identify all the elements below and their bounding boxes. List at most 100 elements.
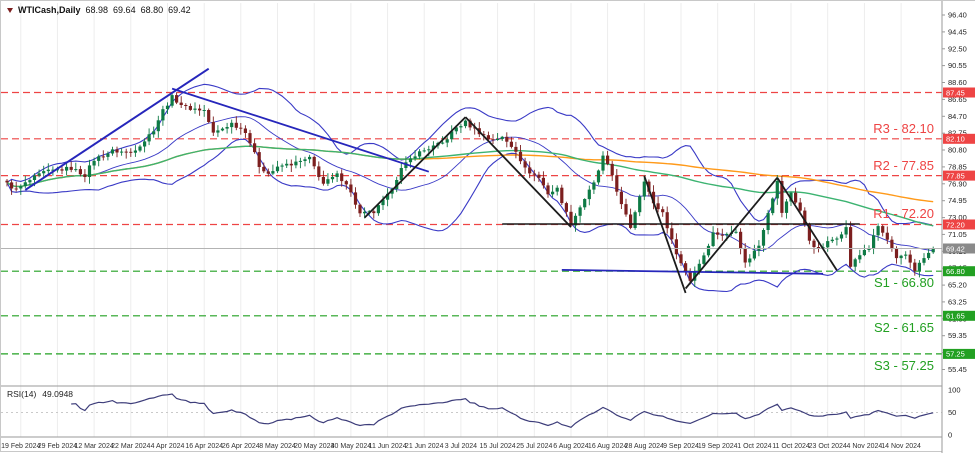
trendline-blue-ascending [24, 67, 210, 191]
time-axis-label: 8 May 2024 [259, 443, 296, 450]
price-axis-label: 86.65 [948, 95, 967, 104]
svg-text:82.10: 82.10 [946, 135, 965, 144]
price-axis-label: 55.45 [948, 365, 967, 374]
time-axis-label: 11 Jun 2024 [369, 443, 407, 450]
price-axis-label: 92.50 [948, 44, 967, 53]
bollinger-bands [6, 83, 934, 293]
trendline-black-up-1 [363, 116, 467, 219]
time-axis-label: 3 Jul 2024 [445, 443, 477, 450]
quote-open: 68.98 [85, 5, 109, 15]
time-axis-label: 25 Jul 2024 [516, 443, 552, 450]
time-axis-label: 19 Sep 2024 [698, 443, 738, 450]
time-axis-label: 4 Nov 2024 [846, 443, 882, 450]
time-axis-label: 22 Mar 2024 [111, 443, 150, 450]
rsi-indicator-label: RSI(14) 49.0948 [7, 389, 73, 399]
svg-text:87.45: 87.45 [946, 88, 965, 97]
price-axis-label: 63.25 [948, 297, 967, 306]
time-axis-label: 19 Feb 2024 [1, 443, 40, 450]
time-axis-label: 12 Mar 2024 [74, 443, 113, 450]
svg-text:57.25: 57.25 [946, 350, 965, 359]
time-axis-label: 1 Oct 2024 [737, 443, 771, 450]
time-axis-label: 30 May 2024 [331, 443, 372, 450]
price-axis-label: 88.60 [948, 78, 967, 87]
price-badge-R1 [943, 219, 975, 230]
rsi-axis-label: 50 [948, 408, 956, 417]
trendline-blue-horizontal [561, 269, 824, 275]
price-badge-R3 [943, 133, 975, 144]
grid-lines [20, 3, 902, 437]
time-axis-label: 26 Apr 2024 [222, 443, 260, 450]
price-axis-label: 90.55 [948, 61, 967, 70]
support-resistance-lines [1, 91, 942, 355]
price-axis-label: 82.75 [948, 129, 967, 138]
time-axis-label: 4 Apr 2024 [151, 443, 185, 450]
time-axis-label: 6 Aug 2024 [553, 443, 589, 450]
quote-close: 69.42 [168, 5, 191, 15]
price-axis-label: 71.05 [948, 230, 967, 239]
ma-green [6, 145, 934, 227]
price-axis-label: 96.40 [948, 11, 967, 20]
pane-separators [1, 385, 975, 438]
rsi-pane [1, 393, 942, 428]
trendline-black-down-1 [464, 116, 572, 228]
rsi-axis-label: 100 [948, 386, 961, 395]
price-axis-label: 80.80 [948, 146, 967, 155]
price-badge-R2 [943, 170, 975, 181]
level-label-S2: S2 - 61.65 [874, 320, 934, 335]
price-badge-current [943, 243, 975, 254]
svg-text:69.42: 69.42 [946, 244, 965, 253]
price-badge-S2 [943, 310, 975, 321]
price-badge-S3 [943, 348, 975, 359]
price-axis-label: 74.95 [948, 196, 967, 205]
symbol-timeframe-label: WTICash,Daily [18, 5, 81, 15]
time-axis-label: 14 Nov 2024 [881, 443, 921, 450]
candlesticks [5, 92, 935, 287]
time-axis-label: 23 Oct 2024 [809, 443, 847, 450]
time-axis-label: 9 Sep 2024 [663, 443, 699, 450]
quote-high: 69.64 [113, 5, 136, 15]
time-axis-label: 29 Feb 2024 [38, 443, 77, 450]
rsi-value: 49.0948 [42, 389, 74, 399]
price-axis-label: 73.00 [948, 213, 967, 222]
bollinger-lower [6, 138, 934, 293]
svg-text:61.65: 61.65 [946, 312, 965, 321]
price-axis-label: 78.85 [948, 162, 967, 171]
level-label-R3: R3 - 82.10 [873, 121, 934, 136]
time-axis-label: 21 Jun 2024 [405, 443, 444, 450]
level-label-R2: R2 - 77.85 [873, 158, 934, 173]
quote-bar: WTICash,Daily 68.98 69.64 68.80 69.42 [7, 5, 191, 15]
trendlines [24, 67, 860, 294]
trendline-black-up-2 [684, 177, 778, 290]
price-axis-label: 94.45 [948, 27, 967, 36]
rsi-name: RSI(14) [7, 389, 37, 399]
price-badge-S1 [943, 266, 975, 277]
rsi-line [71, 393, 934, 428]
price-axis-label: 65.20 [948, 281, 967, 290]
price-axis-label: 59.35 [948, 331, 967, 340]
level-label-R1: R1 - 72.20 [873, 206, 934, 221]
quote-low: 68.80 [140, 5, 164, 15]
time-axis-label: 20 May 2024 [294, 443, 335, 450]
price-axis-label: 76.90 [948, 179, 967, 188]
price-badges: 87.45 82.10 77.85 72.20 66.80 61.65 57.25 69.42 [943, 87, 975, 359]
level-label-S3: S3 - 57.25 [874, 358, 934, 373]
time-axis-label: 28 Aug 2024 [625, 443, 664, 450]
svg-text:77.85: 77.85 [946, 171, 965, 180]
moving-averages [6, 145, 934, 227]
trendline-black-down-steep [643, 175, 687, 294]
trendline-blue-descending [171, 87, 430, 173]
time-axis-label: 15 Jul 2024 [479, 443, 515, 450]
time-axis-label: 16 Aug 2024 [588, 443, 627, 450]
price-axis-label: 84.70 [948, 112, 967, 121]
svg-text:66.80: 66.80 [946, 267, 965, 276]
time-axis-label: 16 Apr 2024 [185, 443, 223, 450]
time-axis-label: 11 Oct 2024 [772, 443, 810, 450]
price-badge-r-top [943, 87, 975, 98]
svg-text:72.20: 72.20 [946, 220, 965, 229]
level-label-S1: S1 - 66.80 [874, 275, 934, 290]
symbol-marker-icon[interactable] [7, 7, 13, 13]
rsi-axis-label: 0 [948, 431, 952, 440]
